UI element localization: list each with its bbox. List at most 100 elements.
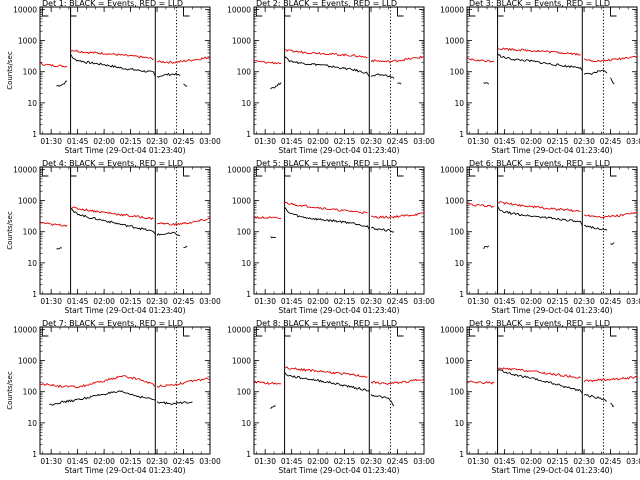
x-tick-label: 02:00 [307,137,329,146]
y-tick-label: 1000 [445,357,464,366]
x-tick-label: 03:00 [413,457,435,466]
marker-flag [255,7,263,17]
data-layer [40,49,210,87]
marker-flag [284,327,291,337]
x-tick-label: 02:15 [334,137,356,146]
marker-flag [183,327,190,337]
plot-frame [39,166,211,295]
marker-flag [41,167,49,177]
x-tick-label: 02:15 [120,457,142,466]
y-tick-label: 10000 [13,5,37,14]
x-tick-label: 01:45 [494,297,516,306]
panel-title: Det 3: BLACK = Events, RED = LLD [469,0,610,8]
x-tick-label: 01:30 [254,297,276,306]
plot-frame [253,326,425,455]
data-layer [467,367,637,407]
y-tick-label: 100 [23,228,38,237]
y-tick-label: 10 [27,419,37,428]
marker-flag [284,167,291,177]
lld-series-line [497,47,581,56]
plot-frame [253,166,425,295]
y-tick-label: 1000 [18,357,37,366]
marker-flag [255,167,263,177]
lld-series-line [284,49,368,59]
data-layer [254,366,424,410]
data-layer [40,375,210,406]
lld-series-line [70,49,154,61]
y-tick-label: 100 [237,228,252,237]
lld-series-line [156,377,210,388]
x-tick-label: 02:15 [120,137,142,146]
detector-panel-4: 1 10 100 1000 10000 01:30 01:45 02:00 02:15 02:30… [6,159,221,315]
events-series-line [49,390,156,406]
plot-frame [39,6,211,135]
lld-series-line [254,215,282,220]
y-tick-label: 10000 [227,325,251,334]
events-series-line [583,69,608,75]
events-series-line [284,371,370,392]
events-series-line [610,242,615,245]
y-tick-label: 100 [450,388,465,397]
y-tick-label: 1000 [232,357,251,366]
x-tick-label: 01:45 [281,137,303,146]
x-tick-label: 01:45 [281,457,303,466]
detector-panel-2: 1 10 100 1000 10000 01:30 01:45 02:00 02:15 02:30… [227,0,435,155]
lld-series-line [467,57,495,63]
x-tick-label: 02:00 [93,457,115,466]
x-tick-label: 01:45 [281,297,303,306]
events-series-line [284,55,370,77]
data-layer [467,47,637,85]
events-series-line [183,83,188,87]
x-tick-label: 03:00 [626,137,640,146]
x-tick-label: 02:00 [520,457,542,466]
x-tick-label: 02:00 [93,137,115,146]
detector-panel-8: 1 10 100 1000 10000 01:30 01:45 02:00 02:15 02:30… [227,319,435,475]
x-axis-label: Start Time (29-Oct-04 01:23:40) [491,466,612,475]
x-tick-label: 02:15 [120,297,142,306]
y-tick-label: 1000 [445,197,464,206]
marker-flag [41,7,49,17]
panel-title: Det 4: BLACK = Events, RED = LLD [42,159,183,168]
x-tick-label: 03:00 [626,297,640,306]
lld-series-line [583,376,637,383]
plot-frame [39,326,211,455]
y-tick-label: 10000 [440,5,464,14]
lld-series-line [284,366,368,378]
y-tick-label: 10 [454,259,464,268]
y-tick-label: 10 [241,99,251,108]
x-tick-label: 02:45 [387,457,409,466]
marker-flag [397,327,404,337]
marker-flag [70,167,77,177]
marker-flag [497,327,504,337]
lld-series-line [70,206,154,221]
x-axis-label: Start Time (29-Oct-04 01:23:40) [278,466,399,475]
x-tick-label: 02:15 [547,137,569,146]
events-series-line [610,77,615,85]
marker-flag [70,7,77,17]
x-tick-label: 02:00 [93,297,115,306]
plot-frame [466,6,638,135]
y-tick-label: 1 [32,450,37,459]
x-tick-label: 02:30 [360,137,382,146]
marker-flag [183,7,190,17]
events-series-line [70,53,156,77]
x-tick-label: 01:30 [254,137,276,146]
lld-series-line [157,56,210,64]
marker-flag [397,167,404,177]
lld-series-line [40,221,68,227]
y-tick-label: 10 [27,259,37,268]
plot-frame [253,6,425,135]
lld-series-line [370,378,424,386]
lld-series-line [584,55,637,63]
x-tick-label: 02:30 [146,137,168,146]
x-tick-label: 01:30 [467,457,489,466]
y-tick-label: 1000 [232,37,251,46]
y-tick-label: 10 [27,99,37,108]
x-tick-label: 02:45 [173,457,195,466]
x-tick-label: 03:00 [626,457,640,466]
detector-panel-7: 1 10 100 1000 10000 01:30 01:45 02:00 02:15 02:30… [6,319,221,475]
marker-flag [610,327,617,337]
events-series-line [370,73,395,79]
lld-series-line [156,217,210,226]
